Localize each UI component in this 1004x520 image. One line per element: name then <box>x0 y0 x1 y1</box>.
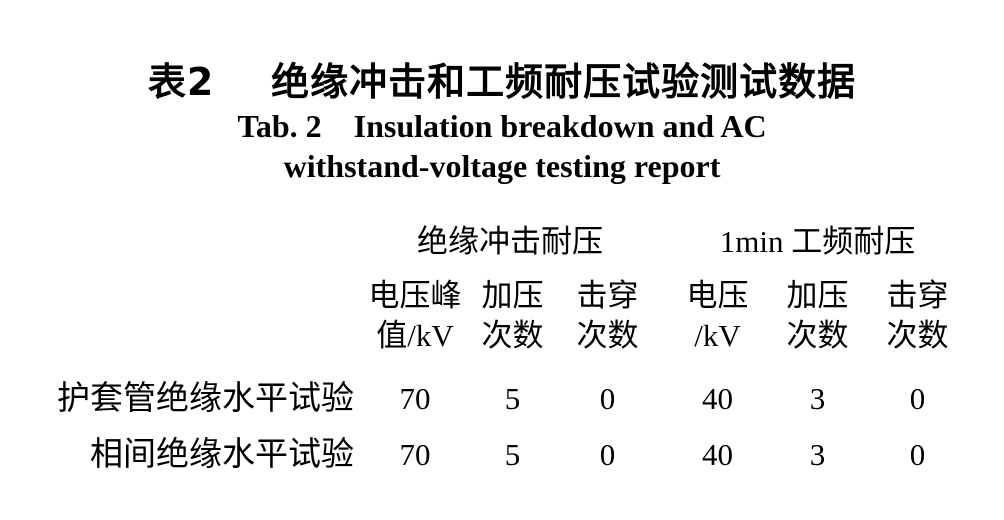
cell-value: 40 <box>702 381 733 416</box>
cell-value: 70 <box>399 381 431 416</box>
row-label-sheath-tube-test: 护套管绝缘水平试验 <box>57 381 354 417</box>
group-header-ac-withstand: 1min 工频耐压 <box>719 224 916 259</box>
column-header-line1: 加压 <box>481 278 544 313</box>
table-row: 护套管绝缘水平试验 70 5 0 40 3 0 <box>30 378 975 420</box>
column-header-breakdowns-ac: 击穿 次数 <box>860 276 975 356</box>
cell-value: 5 <box>504 437 521 472</box>
column-header-line2: /kV <box>694 318 741 353</box>
column-header-line2: 次数 <box>481 318 544 353</box>
table-caption-en-line1: Tab. 2 Insulation breakdown and AC <box>237 108 767 144</box>
cell-value: 0 <box>909 437 926 472</box>
column-header-applications-impulse: 加压 次数 <box>470 276 555 356</box>
column-header-line1: 加压 <box>786 278 849 313</box>
table-group-header-row: 绝缘冲击耐压 1min 工频耐压 <box>30 222 975 262</box>
column-header-line1: 击穿 <box>886 278 949 313</box>
cell-value: 0 <box>599 437 616 472</box>
table-caption-zh: 表2 绝缘冲击和工频耐压试验测试数据 <box>147 60 857 104</box>
cell-value: 0 <box>599 381 616 416</box>
row-label-phase-to-phase-test: 相间绝缘水平试验 <box>90 437 354 473</box>
column-header-peak-voltage: 电压峰 值/kV <box>360 276 470 356</box>
column-header-line1: 电压峰 <box>368 278 462 313</box>
group-header-impulse-withstand: 绝缘冲击耐压 <box>417 224 603 259</box>
cell-value: 40 <box>702 437 733 472</box>
column-header-breakdowns-impulse: 击穿 次数 <box>555 276 660 356</box>
column-header-line2: 次数 <box>576 318 639 353</box>
column-header-line2: 次数 <box>786 318 849 353</box>
cell-value: 0 <box>909 381 926 416</box>
table-row: 相间绝缘水平试验 70 5 0 40 3 0 <box>30 434 975 476</box>
column-header-line2: 值/kV <box>376 318 454 353</box>
column-header-applications-ac: 加压 次数 <box>775 276 860 356</box>
cell-value: 3 <box>809 381 826 416</box>
cell-value: 5 <box>504 381 521 416</box>
column-header-line2: 次数 <box>886 318 949 353</box>
column-header-voltage-ac: 电压 /kV <box>660 276 775 356</box>
column-header-line1: 击穿 <box>576 278 639 313</box>
table-caption-en-line2: withstand-voltage testing report <box>283 148 721 184</box>
cell-value: 3 <box>809 437 826 472</box>
table-column-header-row: 电压峰 值/kV 加压 次数 击穿 次数 电压 /kV 加压 次数 击穿 次数 <box>30 276 975 356</box>
cell-value: 70 <box>399 437 431 472</box>
column-header-line1: 电压 <box>686 278 749 313</box>
